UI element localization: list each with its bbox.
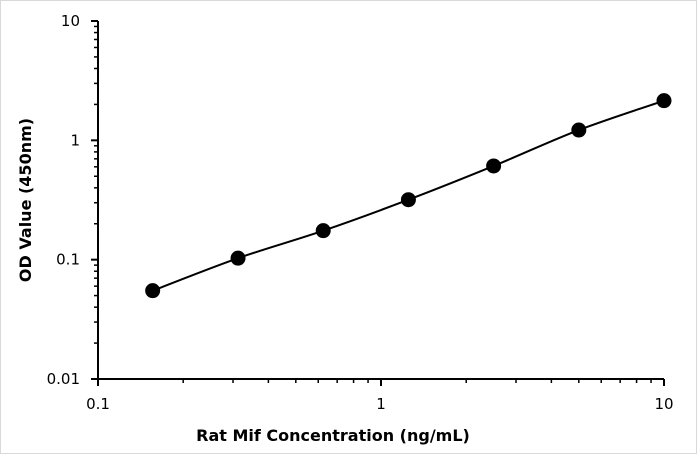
x-tick-label: 0.1 <box>86 395 110 413</box>
y-tick-label: 0.01 <box>47 370 80 388</box>
y-tick-label: 0.1 <box>56 251 80 269</box>
x-tick-label: 1 <box>376 395 386 413</box>
x-axis-title: Rat Mif Concentration (ng/mL) <box>196 426 470 445</box>
data-point <box>230 250 246 266</box>
data-point <box>145 283 161 299</box>
y-tick-label: 1 <box>70 131 80 149</box>
y-tick-label: 10 <box>61 12 80 30</box>
data-point <box>571 122 587 138</box>
y-axis-title: OD Value (450nm) <box>16 118 35 282</box>
data-point <box>315 223 331 239</box>
data-point <box>486 158 502 174</box>
tick-labels-group: 0.1 1 10 0.01 0.1 1 10 <box>47 12 674 413</box>
ticks-group <box>91 20 665 386</box>
data-point <box>400 192 416 208</box>
x-tick-label: 10 <box>654 395 673 413</box>
data-point <box>656 93 672 109</box>
points-group <box>145 93 672 299</box>
